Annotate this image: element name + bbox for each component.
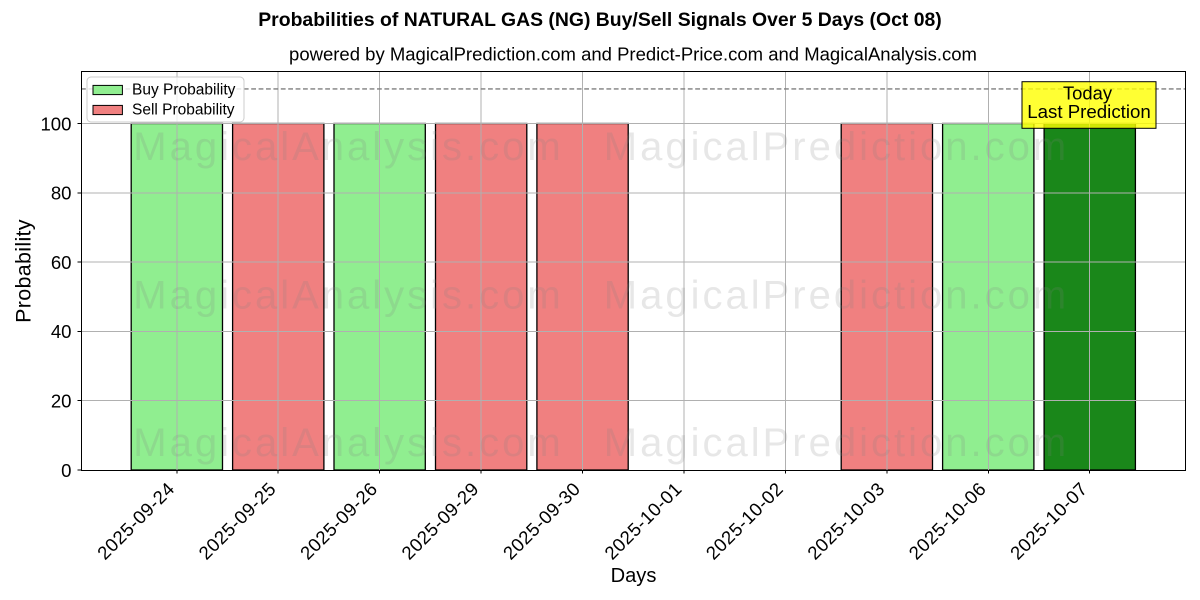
- svg-text:20: 20: [51, 391, 72, 412]
- svg-text:MagicalPrediction.com: MagicalPrediction.com: [604, 421, 1069, 465]
- svg-text:powered by MagicalPrediction.c: powered by MagicalPrediction.com and Pre…: [289, 43, 977, 64]
- svg-text:MagicalAnalysis.com: MagicalAnalysis.com: [133, 125, 563, 169]
- svg-text:MagicalAnalysis.com: MagicalAnalysis.com: [133, 421, 563, 465]
- svg-text:80: 80: [51, 183, 72, 204]
- svg-text:Last Prediction: Last Prediction: [1027, 101, 1151, 122]
- svg-text:MagicalPrediction.com: MagicalPrediction.com: [604, 125, 1069, 169]
- svg-text:60: 60: [51, 252, 72, 273]
- svg-text:Probability: Probability: [12, 219, 36, 323]
- svg-text:MagicalPrediction.com: MagicalPrediction.com: [604, 274, 1069, 318]
- svg-text:Buy Probability: Buy Probability: [132, 82, 236, 99]
- svg-text:Sell Probability: Sell Probability: [132, 102, 235, 119]
- svg-text:40: 40: [51, 321, 72, 342]
- svg-text:Today: Today: [1063, 83, 1113, 104]
- svg-text:Days: Days: [611, 565, 657, 587]
- svg-text:MagicalAnalysis.com: MagicalAnalysis.com: [133, 274, 563, 318]
- svg-text:0: 0: [61, 460, 71, 481]
- svg-text:100: 100: [40, 113, 71, 134]
- svg-text:Probabilities of NATURAL GAS (: Probabilities of NATURAL GAS (NG) Buy/Se…: [258, 9, 942, 31]
